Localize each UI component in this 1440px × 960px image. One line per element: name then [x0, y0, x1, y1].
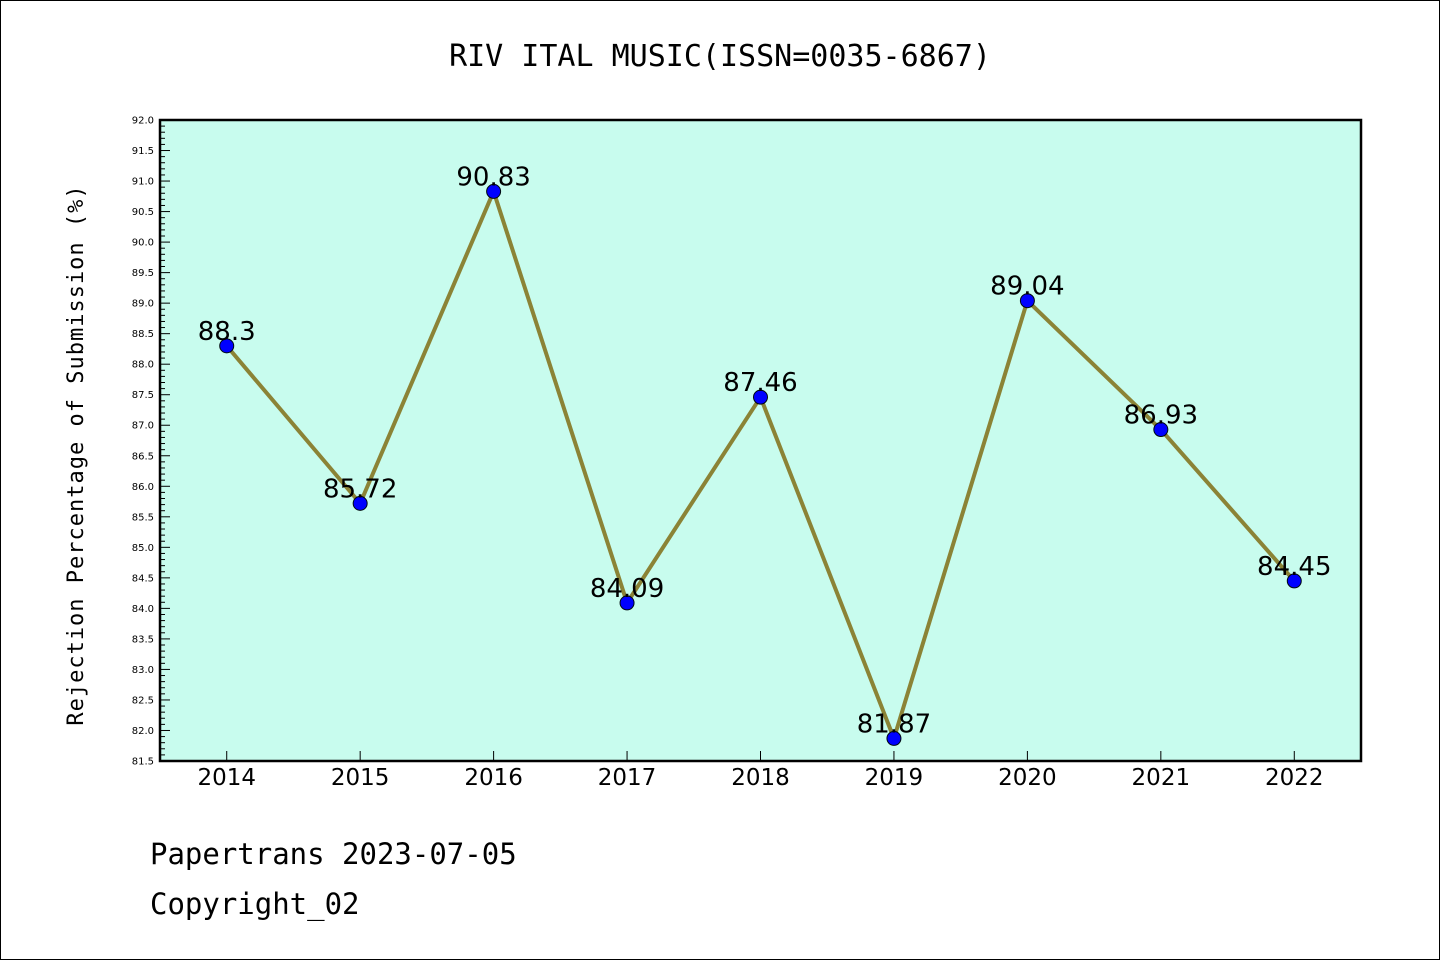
- y-tick-label: 84.5: [132, 573, 154, 584]
- data-point: [1019, 293, 1035, 309]
- data-point: [619, 595, 635, 611]
- y-tick-label: 82.0: [132, 726, 154, 737]
- data-label: 89.04: [990, 272, 1064, 302]
- y-tick-label: 91.5: [132, 146, 154, 157]
- y-tick-label: 92.0: [132, 116, 154, 127]
- y-tick-label: 89.5: [132, 268, 154, 279]
- x-tick-label: 2015: [331, 765, 390, 791]
- y-tick-label: 83.0: [132, 665, 154, 676]
- y-tick-label: 85.0: [132, 543, 154, 554]
- y-tick-label: 84.0: [132, 604, 154, 615]
- footer-date: Papertrans 2023-07-05: [150, 837, 517, 871]
- x-tick-label: 2019: [865, 765, 924, 791]
- x-tick-label: 2018: [731, 765, 790, 791]
- x-tick-label: 2020: [998, 765, 1057, 791]
- y-axis-label: Rejection Percentage of Submission (%): [64, 184, 89, 725]
- y-tick-label: 81.5: [132, 757, 154, 768]
- data-label: 84.45: [1257, 552, 1331, 582]
- footer-copyright: Copyright_02: [150, 887, 360, 922]
- y-tick-label: 86.0: [132, 482, 154, 493]
- data-point: [753, 389, 768, 405]
- data-label: 81.87: [857, 709, 931, 739]
- y-tick-label: 87.5: [132, 390, 154, 401]
- y-tick-label: 89.0: [132, 299, 154, 310]
- data-point: [886, 730, 902, 746]
- plot-area: [160, 120, 1361, 761]
- x-tick-label: 2022: [1265, 765, 1324, 791]
- data-label: 84.09: [590, 574, 664, 604]
- data-point: [352, 495, 368, 511]
- x-axis: 2014 2015 2016 2017 2018 2019 2020 2021 2022: [197, 751, 1324, 791]
- x-tick-label: 2017: [598, 765, 657, 791]
- y-tick-label: 88.5: [132, 329, 154, 340]
- series-markers: [219, 183, 1302, 746]
- data-labels: 88.3 85.72 90.83 84.09 87.46 81.87 89.04 86.93 8…: [198, 162, 1332, 739]
- x-tick-label: 2016: [464, 765, 523, 791]
- x-tick-label: 2014: [197, 765, 256, 791]
- data-point: [219, 338, 235, 354]
- y-tick-label: 87.0: [132, 421, 154, 432]
- plot-border: [158, 118, 1363, 763]
- chart-title: RIV ITAL MUSIC(ISSN=0035-6867): [449, 39, 991, 74]
- x-tick-label: 2021: [1132, 765, 1191, 791]
- data-point: [1286, 573, 1302, 589]
- y-tick-label: 90.5: [132, 207, 154, 218]
- y-tick-label: 88.0: [132, 360, 154, 371]
- data-label: 88.3: [198, 317, 256, 347]
- y-tick-label: 83.5: [132, 634, 154, 645]
- y-tick-label: 90.0: [132, 238, 154, 249]
- y-tick-label: 85.5: [132, 512, 154, 523]
- data-label: 90.83: [456, 162, 530, 192]
- y-tick-label: 86.5: [132, 451, 154, 462]
- y-tick-label: 91.0: [132, 177, 154, 188]
- data-point: [486, 183, 502, 199]
- data-label: 85.72: [323, 474, 397, 504]
- data-point: [1153, 422, 1169, 438]
- data-label: 86.93: [1124, 401, 1198, 431]
- data-label: 87.46: [723, 368, 797, 398]
- y-tick-label: 82.5: [132, 695, 154, 706]
